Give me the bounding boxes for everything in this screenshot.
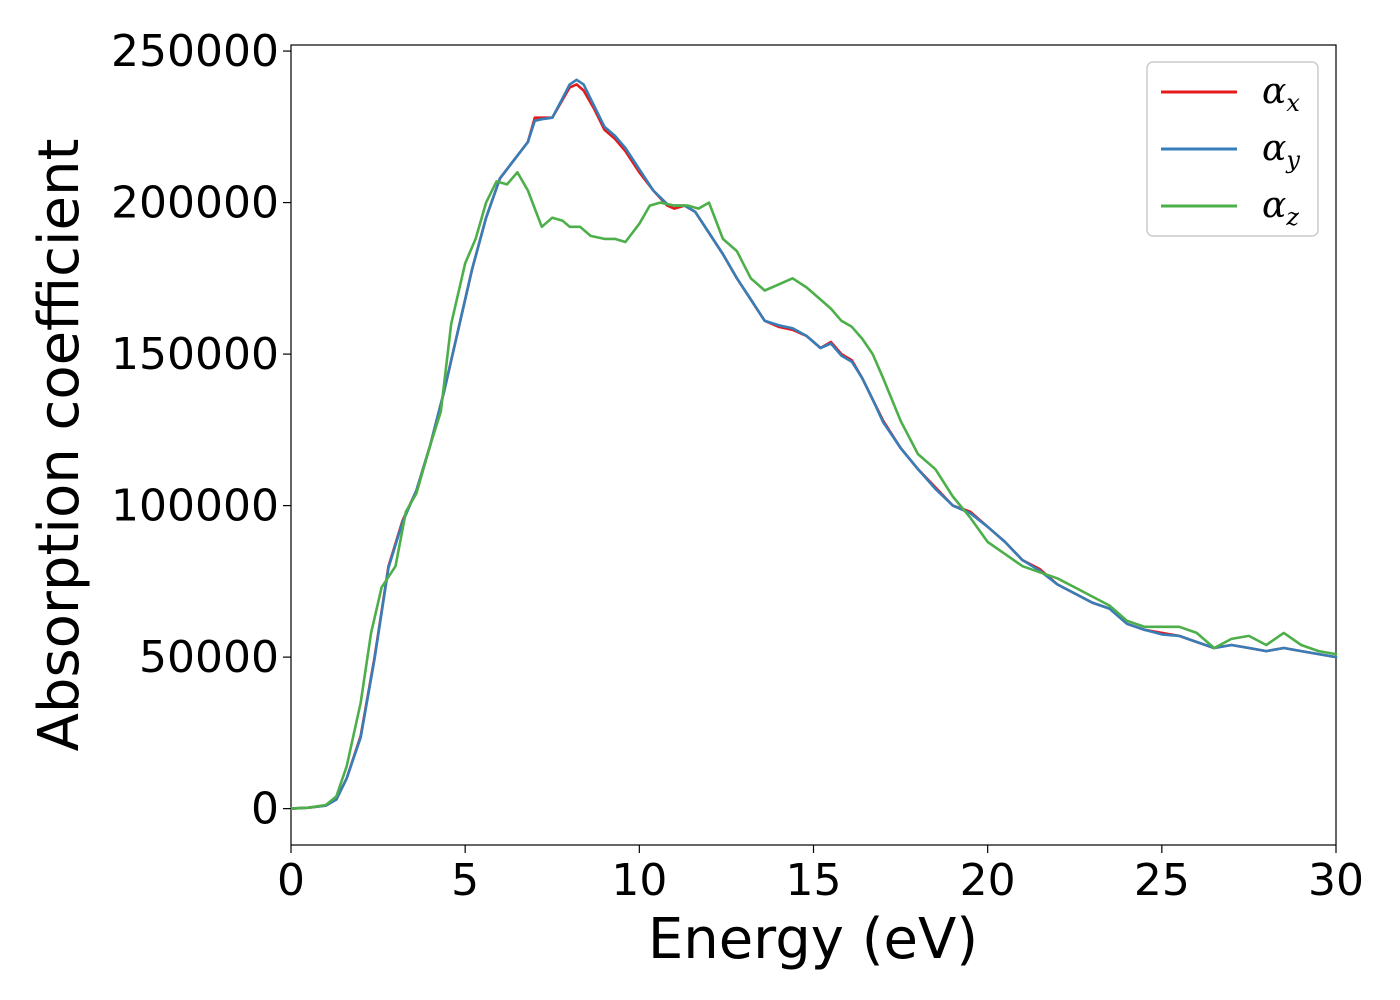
legend-label-main: α xyxy=(1262,71,1286,112)
series-line-z xyxy=(289,171,1338,810)
x-tick-label: 15 xyxy=(786,855,842,906)
legend-label-main: α xyxy=(1262,128,1286,169)
series-layer xyxy=(289,78,1338,810)
y-tick-label: 0 xyxy=(251,784,279,835)
x-axis: 0 5 10 15 20 25 30 xyxy=(277,845,1364,906)
y-axis: 0 50000 100000 150000 200000 250000 xyxy=(111,26,291,835)
legend-label-z: αz xyxy=(1262,185,1299,231)
legend-label-x: αx xyxy=(1262,71,1300,117)
x-tick-label: 20 xyxy=(960,855,1016,906)
y-tick-label: 200000 xyxy=(111,178,279,229)
x-tick-label: 5 xyxy=(451,855,479,906)
x-axis-title: Energy (eV) xyxy=(648,907,978,972)
y-tick-label: 50000 xyxy=(139,632,279,683)
x-tick-label: 25 xyxy=(1134,855,1190,906)
legend-label-sub: x xyxy=(1286,89,1300,117)
x-tick-label: 0 xyxy=(277,855,305,906)
x-tick-label: 10 xyxy=(611,855,667,906)
legend-label-sub: y xyxy=(1285,146,1300,174)
legend-label-y: αy xyxy=(1262,128,1300,174)
legend-label-sub: z xyxy=(1285,203,1299,231)
y-tick-label: 250000 xyxy=(111,26,279,77)
y-tick-label: 100000 xyxy=(111,481,279,532)
y-tick-label: 150000 xyxy=(111,329,279,380)
legend-label-main: α xyxy=(1262,185,1286,226)
series-line-y xyxy=(289,78,1338,810)
y-axis-title: Absorption coefficient xyxy=(27,139,92,752)
x-tick-label: 30 xyxy=(1308,855,1364,906)
